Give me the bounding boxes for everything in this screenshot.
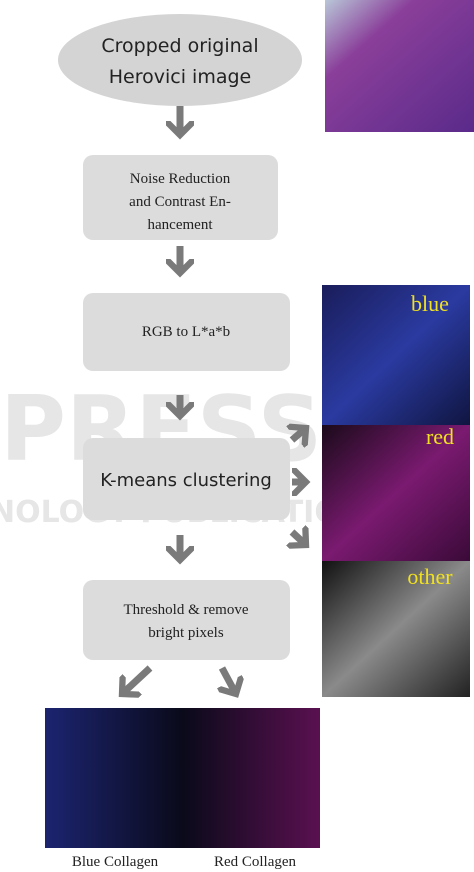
arrow bbox=[292, 428, 306, 440]
node-label: Herovici image bbox=[109, 66, 251, 88]
node-label: Cropped original bbox=[101, 35, 258, 57]
cluster-image bbox=[322, 425, 470, 561]
cluster-label: blue bbox=[411, 291, 449, 316]
node-label: Noise Reduction bbox=[130, 171, 231, 187]
original-image bbox=[325, 0, 474, 132]
cluster-label: other bbox=[407, 564, 453, 589]
start-node bbox=[58, 14, 302, 106]
cluster-label: red bbox=[426, 424, 454, 449]
node-label: K-means clustering bbox=[100, 470, 272, 491]
node-label: and Contrast En- bbox=[129, 194, 231, 210]
node-label: hancement bbox=[148, 217, 214, 233]
output-image bbox=[45, 708, 320, 848]
process-box bbox=[83, 155, 278, 240]
arrow bbox=[292, 532, 306, 545]
process-box bbox=[83, 438, 290, 520]
process-box bbox=[83, 293, 290, 371]
node-label: RGB to L*a*b bbox=[142, 324, 230, 340]
process-box bbox=[83, 580, 290, 660]
output-label: Red Collagen bbox=[214, 854, 297, 870]
cluster-image bbox=[322, 561, 470, 697]
cluster-image bbox=[322, 285, 470, 425]
output-label: Blue Collagen bbox=[72, 854, 159, 870]
arrow bbox=[122, 665, 153, 694]
node-label: bright pixels bbox=[148, 625, 224, 641]
arrow bbox=[222, 666, 236, 694]
node-label: Threshold & remove bbox=[124, 602, 249, 618]
